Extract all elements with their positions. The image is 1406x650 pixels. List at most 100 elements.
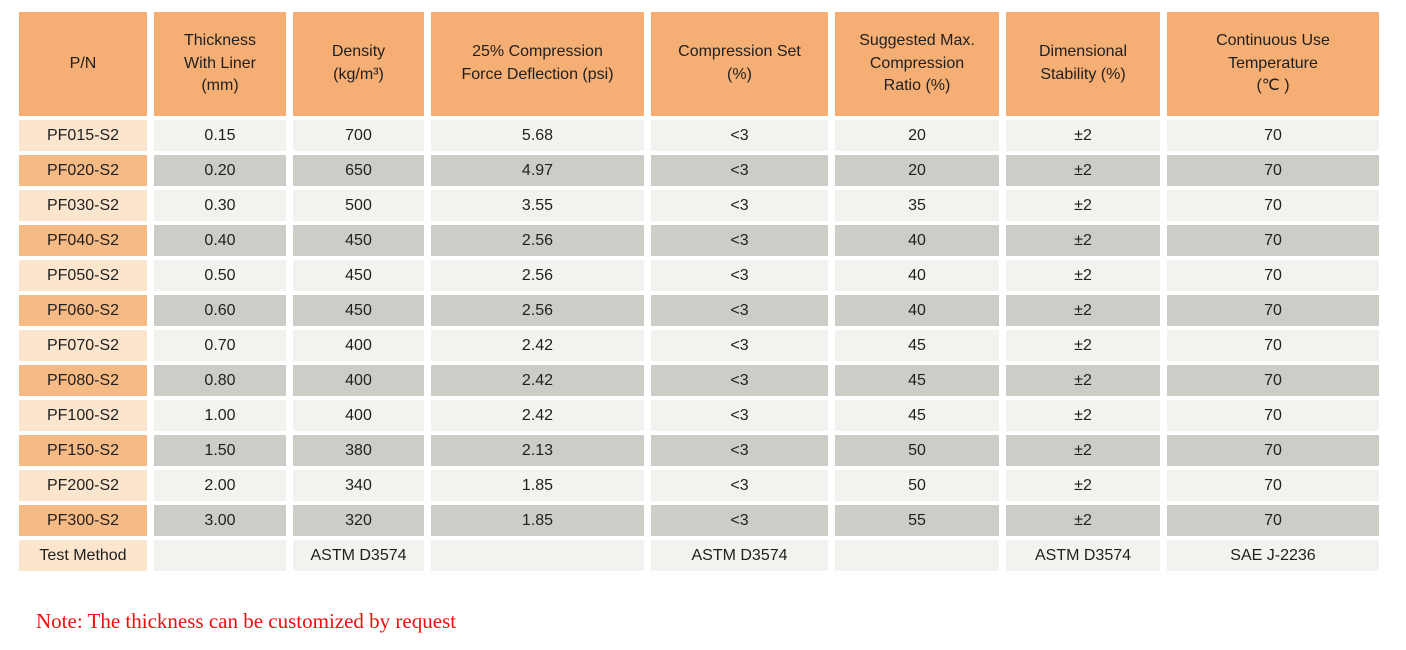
value-cell: 2.42 — [431, 365, 644, 396]
value-cell: 35 — [835, 190, 999, 221]
value-cell: ±2 — [1006, 295, 1160, 326]
table-body: PF015-S2 0.15 700 5.68 <3 20 ±2 70 PF020-S2 0.20 6… — [19, 120, 1379, 571]
value-cell: 0.50 — [154, 260, 286, 291]
value-cell: <3 — [651, 260, 828, 291]
value-cell: <3 — [651, 155, 828, 186]
header-cell-continuous-use-temp: Continuous Use Temperature (℃ ) — [1167, 12, 1379, 116]
pn-cell: PF040-S2 — [19, 225, 147, 256]
table-row: PF040-S2 0.40 450 2.56 <3 40 ±2 70 — [19, 225, 1379, 256]
value-cell: 3.55 — [431, 190, 644, 221]
value-cell: <3 — [651, 365, 828, 396]
value-cell: 2.13 — [431, 435, 644, 466]
value-cell: 380 — [293, 435, 424, 466]
value-cell: 400 — [293, 400, 424, 431]
value-cell — [431, 540, 644, 571]
value-cell: 1.85 — [431, 470, 644, 501]
table-row: PF200-S2 2.00 340 1.85 <3 50 ±2 70 — [19, 470, 1379, 501]
value-cell: 70 — [1167, 225, 1379, 256]
table-row: Test Method ASTM D3574 ASTM D3574 ASTM D357… — [19, 540, 1379, 571]
value-cell: 2.42 — [431, 400, 644, 431]
value-cell: 70 — [1167, 330, 1379, 361]
value-cell: ±2 — [1006, 435, 1160, 466]
value-cell: ±2 — [1006, 365, 1160, 396]
value-cell: 70 — [1167, 400, 1379, 431]
pn-cell: PF080-S2 — [19, 365, 147, 396]
value-cell: <3 — [651, 470, 828, 501]
table-row: PF150-S2 1.50 380 2.13 <3 50 ±2 70 — [19, 435, 1379, 466]
header-cell-density: Density (kg/m³) — [293, 12, 424, 116]
value-cell: 70 — [1167, 295, 1379, 326]
header-cell-compression-deflection: 25% Compression Force Deflection (psi) — [431, 12, 644, 116]
table-row: PF080-S2 0.80 400 2.42 <3 45 ±2 70 — [19, 365, 1379, 396]
value-cell: 4.97 — [431, 155, 644, 186]
spec-table: P/N Thickness With Liner (mm) Density (k… — [12, 8, 1386, 575]
table-row: PF060-S2 0.60 450 2.56 <3 40 ±2 70 — [19, 295, 1379, 326]
value-cell: <3 — [651, 225, 828, 256]
header-cell-compression-set: Compression Set (%) — [651, 12, 828, 116]
value-cell: 340 — [293, 470, 424, 501]
pn-cell: PF030-S2 — [19, 190, 147, 221]
value-cell: 20 — [835, 120, 999, 151]
value-cell: 450 — [293, 225, 424, 256]
value-cell: 650 — [293, 155, 424, 186]
value-cell: 1.50 — [154, 435, 286, 466]
pn-cell: PF050-S2 — [19, 260, 147, 291]
pn-cell: PF200-S2 — [19, 470, 147, 501]
header-cell-thickness: Thickness With Liner (mm) — [154, 12, 286, 116]
header-row: P/N Thickness With Liner (mm) Density (k… — [19, 12, 1379, 116]
value-cell: 1.00 — [154, 400, 286, 431]
value-cell: ±2 — [1006, 225, 1160, 256]
header-cell-pn: P/N — [19, 12, 147, 116]
pn-cell: PF060-S2 — [19, 295, 147, 326]
value-cell: 45 — [835, 400, 999, 431]
value-cell: 0.20 — [154, 155, 286, 186]
value-cell: 2.56 — [431, 225, 644, 256]
value-cell: 70 — [1167, 260, 1379, 291]
pn-cell: PF070-S2 — [19, 330, 147, 361]
value-cell: 0.15 — [154, 120, 286, 151]
value-cell: 2.56 — [431, 260, 644, 291]
value-cell: <3 — [651, 435, 828, 466]
value-cell: <3 — [651, 190, 828, 221]
value-cell: 450 — [293, 260, 424, 291]
value-cell: ASTM D3574 — [293, 540, 424, 571]
value-cell: 400 — [293, 365, 424, 396]
value-cell: <3 — [651, 295, 828, 326]
table-row: PF050-S2 0.50 450 2.56 <3 40 ±2 70 — [19, 260, 1379, 291]
pn-cell: Test Method — [19, 540, 147, 571]
value-cell: 70 — [1167, 155, 1379, 186]
pn-cell: PF020-S2 — [19, 155, 147, 186]
value-cell: 40 — [835, 260, 999, 291]
table-row: PF100-S2 1.00 400 2.42 <3 45 ±2 70 — [19, 400, 1379, 431]
value-cell: 40 — [835, 295, 999, 326]
pn-cell: PF100-S2 — [19, 400, 147, 431]
value-cell: 45 — [835, 365, 999, 396]
value-cell — [154, 540, 286, 571]
header-cell-max-compression-ratio: Suggested Max. Compression Ratio (%) — [835, 12, 999, 116]
pn-cell: PF015-S2 — [19, 120, 147, 151]
value-cell: 70 — [1167, 435, 1379, 466]
value-cell — [835, 540, 999, 571]
value-cell: 1.85 — [431, 505, 644, 536]
value-cell: ±2 — [1006, 505, 1160, 536]
value-cell: 5.68 — [431, 120, 644, 151]
value-cell: 70 — [1167, 190, 1379, 221]
value-cell: 50 — [835, 470, 999, 501]
value-cell: 45 — [835, 330, 999, 361]
value-cell: 2.00 — [154, 470, 286, 501]
value-cell: ±2 — [1006, 330, 1160, 361]
value-cell: 0.60 — [154, 295, 286, 326]
value-cell: 40 — [835, 225, 999, 256]
value-cell: 70 — [1167, 365, 1379, 396]
table-row: PF300-S2 3.00 320 1.85 <3 55 ±2 70 — [19, 505, 1379, 536]
value-cell: 20 — [835, 155, 999, 186]
value-cell: 0.70 — [154, 330, 286, 361]
value-cell: ±2 — [1006, 190, 1160, 221]
value-cell: 55 — [835, 505, 999, 536]
table-row: PF070-S2 0.70 400 2.42 <3 45 ±2 70 — [19, 330, 1379, 361]
pn-cell: PF150-S2 — [19, 435, 147, 466]
value-cell: 0.40 — [154, 225, 286, 256]
value-cell: 500 — [293, 190, 424, 221]
value-cell: ASTM D3574 — [1006, 540, 1160, 571]
